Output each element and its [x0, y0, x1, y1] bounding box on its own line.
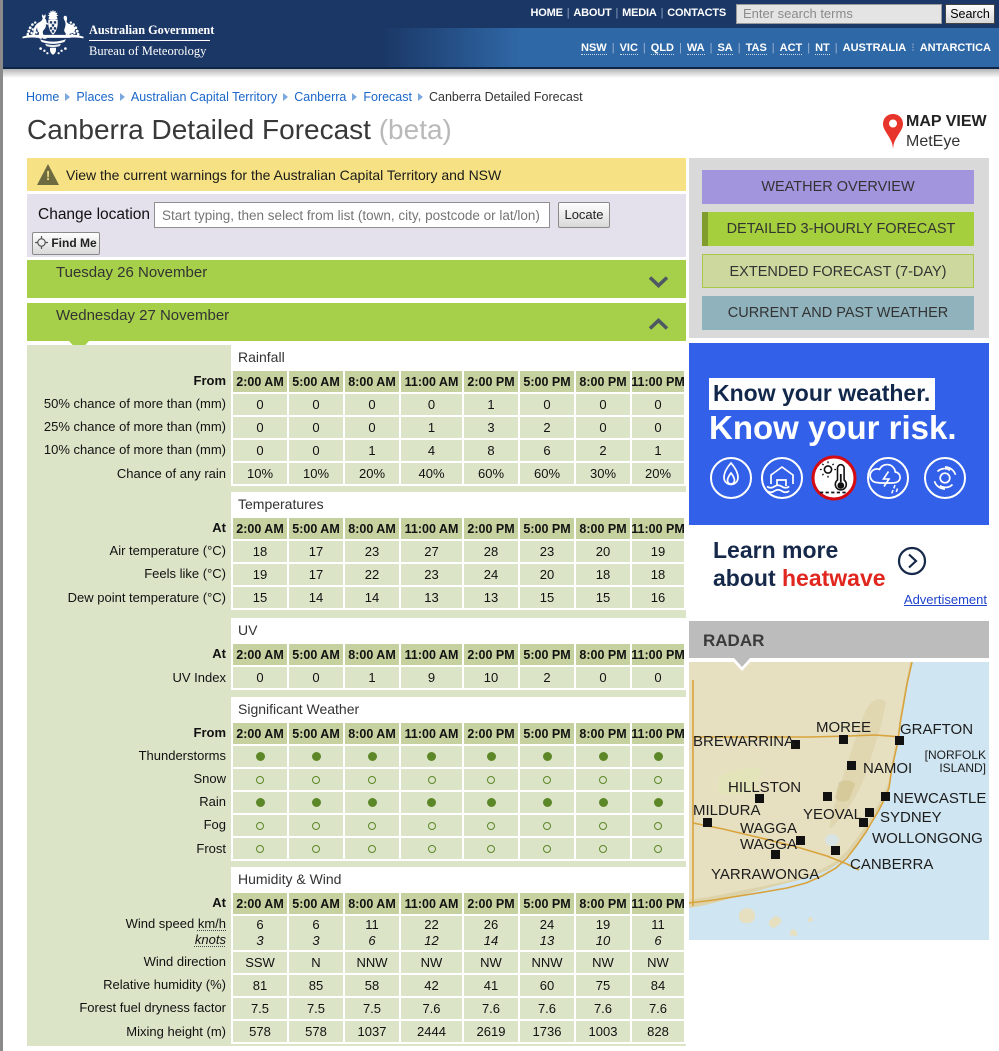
- svg-text:MILDURA: MILDURA: [693, 802, 761, 819]
- svg-text:NAMOI: NAMOI: [863, 760, 912, 777]
- svg-text:ISLAND]: ISLAND]: [939, 761, 986, 775]
- svg-text:[NORFOLK: [NORFOLK: [925, 748, 986, 762]
- svg-text:YEOVAL: YEOVAL: [803, 806, 862, 823]
- svg-text:SYDNEY: SYDNEY: [880, 809, 942, 826]
- svg-text:YARRAWONGA: YARRAWONGA: [711, 866, 819, 883]
- svg-text:GRAFTON: GRAFTON: [900, 721, 973, 738]
- svg-text:WOLLONGONG: WOLLONGONG: [872, 830, 983, 847]
- svg-text:BREWARRINA: BREWARRINA: [693, 733, 794, 750]
- svg-text:WAGGA: WAGGA: [740, 820, 797, 837]
- svg-text:NEWCASTLE: NEWCASTLE: [893, 790, 986, 807]
- svg-text:WAGGA: WAGGA: [740, 836, 797, 853]
- svg-text:HILLSTON: HILLSTON: [728, 779, 801, 796]
- svg-text:CANBERRA: CANBERRA: [850, 856, 933, 873]
- svg-text:MOREE: MOREE: [816, 719, 871, 736]
